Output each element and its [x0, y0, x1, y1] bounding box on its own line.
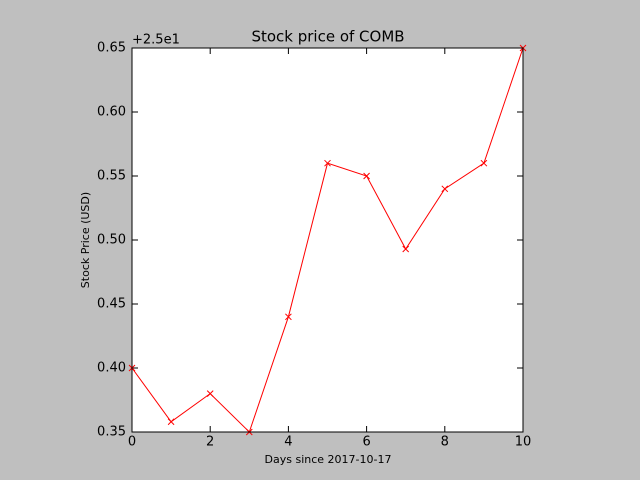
- y-tick-label: 0.40: [97, 361, 126, 376]
- marker: [363, 172, 370, 180]
- y-tick-label: 0.45: [97, 297, 126, 312]
- marker: [402, 245, 410, 253]
- y-tick-label: 0.35: [97, 425, 126, 440]
- x-tick-label: 0: [128, 435, 136, 450]
- marker: [480, 159, 488, 167]
- chart-title: Stock price of COMB: [251, 28, 404, 46]
- plot-frame: [131, 47, 524, 433]
- marker: [167, 418, 175, 426]
- y-axis-label: Stock Price (USD): [79, 192, 92, 288]
- marker: [206, 390, 214, 397]
- y-tick-label: 0.60: [97, 105, 126, 120]
- x-tick-label: 10: [515, 435, 532, 450]
- y-offset-label: +2.5e1: [132, 33, 180, 48]
- x-tick-label: 6: [362, 435, 370, 450]
- y-tick-label: 0.55: [97, 169, 126, 184]
- x-tick-label: 8: [441, 435, 449, 450]
- plot-area: [132, 48, 523, 432]
- x-axis-label: Days since 2017-10-17: [265, 453, 392, 466]
- marker: [441, 185, 449, 193]
- marker: [324, 159, 331, 167]
- x-tick-label: 4: [284, 435, 292, 450]
- marker: [285, 313, 292, 321]
- x-tick-label: 2: [206, 435, 214, 450]
- y-tick-label: 0.65: [97, 41, 126, 56]
- y-tick-label: 0.50: [97, 233, 126, 248]
